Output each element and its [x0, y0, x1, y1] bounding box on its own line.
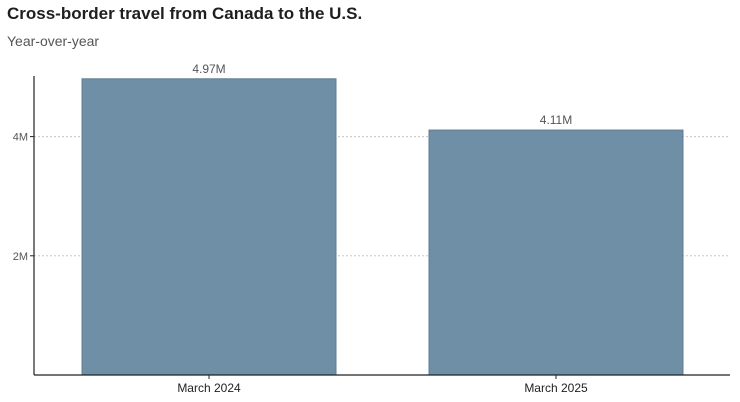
axes: [30, 76, 730, 379]
labels: 2M 4M 4.97M March 2024 4.11M March 2025: [13, 62, 588, 395]
data-label-0: 4.97M: [192, 62, 225, 76]
chart-title: Cross-border travel from Canada to the U…: [7, 4, 363, 23]
y-tick-label-1: 4M: [13, 132, 28, 144]
bars: [81, 78, 684, 376]
bar-0: [81, 78, 337, 376]
bar-1: [428, 129, 684, 376]
x-tick-label-1: March 2025: [524, 381, 588, 395]
chart-subtitle: Year-over-year: [7, 33, 100, 49]
data-label-1: 4.11M: [540, 113, 572, 127]
x-tick-label-0: March 2024: [177, 381, 241, 395]
y-tick-label-0: 2M: [13, 251, 28, 263]
